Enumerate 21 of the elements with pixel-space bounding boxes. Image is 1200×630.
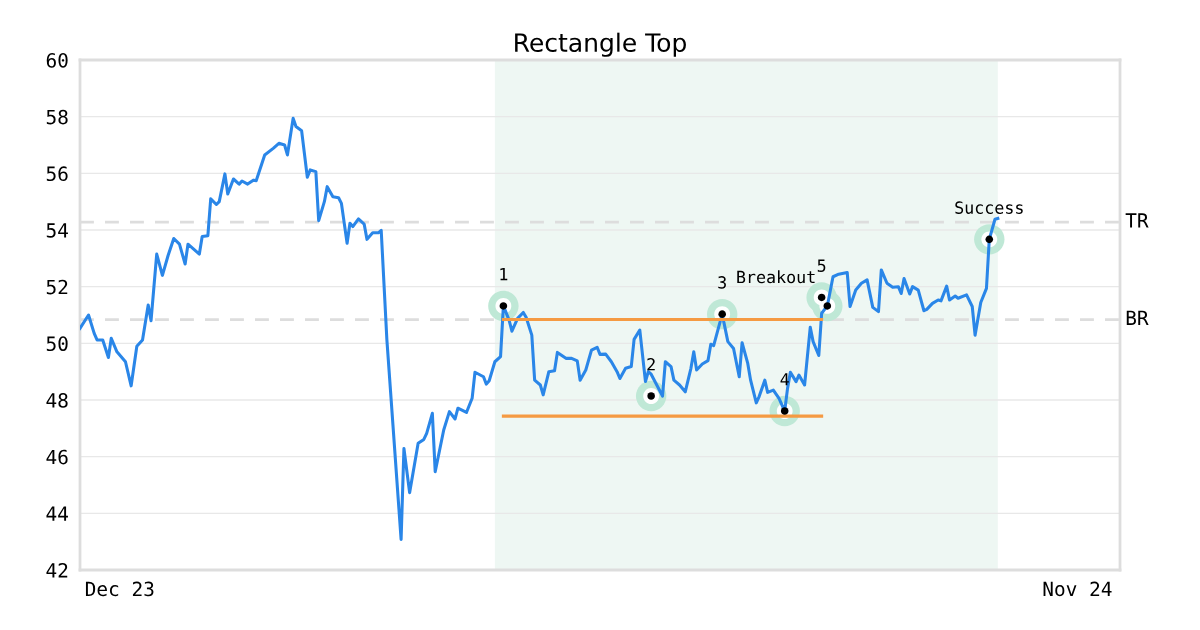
annotation: Breakout: [737, 270, 815, 284]
annotation: 3: [718, 276, 726, 289]
x-tick-label: Dec 23: [85, 581, 154, 597]
y-tick-label: 48: [46, 393, 68, 408]
y-tick-label: 42: [46, 563, 68, 578]
annotation: 1: [500, 268, 508, 281]
ref-line-label: BR: [1126, 310, 1149, 325]
y-tick-label: 56: [46, 166, 68, 182]
ref-line-label: TR: [1125, 213, 1149, 228]
y-tick-label: 60: [46, 53, 68, 68]
chart-title: Rectangle Top: [515, 32, 686, 57]
y-tick-label: 58: [46, 109, 68, 125]
y-tick-label: 54: [46, 223, 68, 238]
y-tick-label: 46: [46, 449, 68, 465]
y-tick-label: 50: [46, 336, 68, 352]
annotation: Success: [955, 201, 1023, 214]
annotation: 2: [647, 357, 655, 371]
y-tick-label: 52: [46, 279, 68, 295]
x-tick-label: Nov 24: [1043, 581, 1112, 597]
y-tick-label: 44: [46, 506, 68, 521]
annotation: 5: [817, 259, 826, 272]
